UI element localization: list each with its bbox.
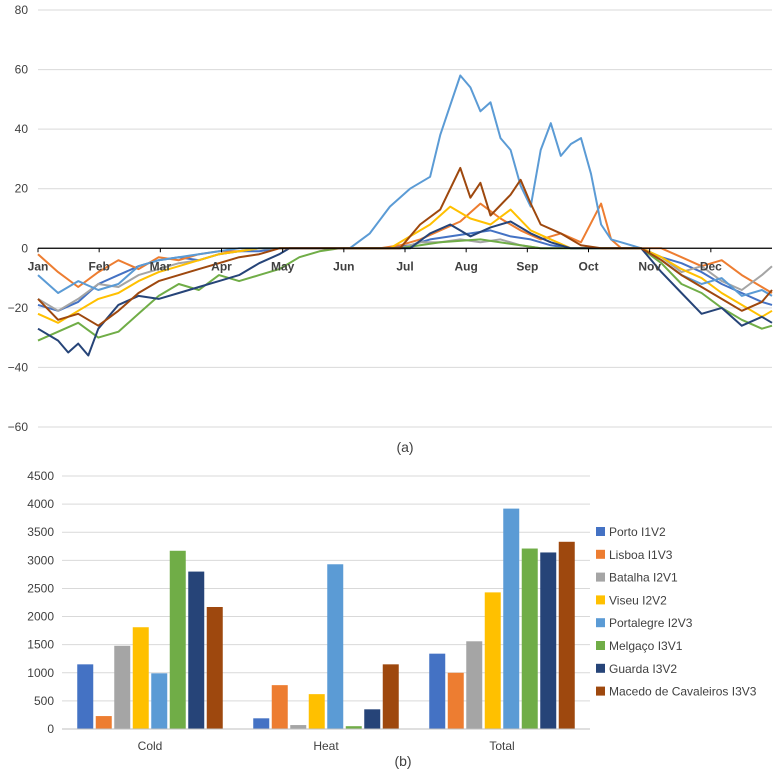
- bar: [188, 571, 205, 729]
- bar: [95, 716, 112, 729]
- y-tick-label: 3000: [27, 553, 54, 567]
- y-tick-label: 80: [15, 3, 29, 17]
- bar: [114, 645, 131, 729]
- y-tick-label: −40: [8, 360, 29, 374]
- month-label: Oct: [578, 259, 598, 273]
- legend-label: Lisboa I1V3: [609, 548, 673, 562]
- y-tick-label: 3500: [27, 525, 54, 539]
- category-label: Heat: [313, 739, 339, 753]
- y-tick-label: 1000: [27, 666, 54, 680]
- legend-swatch: [596, 549, 605, 559]
- y-tick-label: 20: [15, 182, 29, 196]
- category-label: Cold: [138, 739, 163, 753]
- y-tick-label: 4000: [27, 497, 54, 511]
- month-label: Aug: [455, 259, 478, 273]
- month-label: Apr: [211, 259, 232, 273]
- series-line: [37, 166, 773, 327]
- y-tick-label: 2000: [27, 610, 54, 624]
- month-label: Dec: [700, 259, 722, 273]
- legend-swatch: [596, 618, 605, 628]
- bar: [447, 672, 464, 729]
- legend: Porto I1V2 Lisboa I1V3 Batalha I2V1 Viseu I…: [596, 525, 757, 699]
- month-label: Nov: [638, 259, 661, 273]
- y-tick-label: −60: [8, 420, 29, 434]
- legend-swatch: [596, 572, 605, 582]
- bar: [77, 664, 94, 729]
- bar: [540, 552, 557, 729]
- month-label: Sep: [516, 259, 538, 273]
- y-tick-label: 500: [34, 694, 54, 708]
- y-tick-label: 0: [21, 241, 28, 255]
- month-label: May: [271, 259, 295, 273]
- y-tick-label: −20: [8, 301, 29, 315]
- bar: [206, 606, 223, 729]
- series-line: [37, 205, 773, 324]
- category-label: Total: [489, 739, 514, 753]
- bar: [382, 664, 399, 729]
- legend-label: Guarda I3V2: [609, 662, 677, 676]
- month-label: Feb: [88, 259, 109, 273]
- bar: [151, 673, 168, 729]
- bar: [271, 685, 288, 729]
- legend-swatch: [596, 527, 605, 536]
- y-tick-label: 2500: [27, 581, 54, 595]
- legend-label: Batalha I2V1: [609, 571, 678, 585]
- series-line: [37, 238, 773, 312]
- bar: [466, 641, 483, 729]
- bar: [308, 694, 325, 729]
- legend-label: Macedo de Cavaleiros I3V3: [609, 685, 757, 699]
- legend-label: Melgaço I3V1: [609, 639, 683, 653]
- legend-swatch: [596, 686, 605, 696]
- month-label: Mar: [150, 259, 172, 273]
- legend-swatch: [596, 641, 605, 650]
- y-tick-label: 60: [15, 63, 29, 77]
- y-tick-label: 4500: [27, 469, 54, 483]
- legend-swatch: [596, 663, 605, 673]
- legend-swatch: [596, 595, 605, 605]
- legend-label: Porto I1V2: [609, 525, 666, 539]
- y-tick-label: 40: [15, 122, 29, 136]
- caption-a: (a): [396, 439, 413, 455]
- bar: [290, 725, 307, 729]
- legend-label: Viseu I2V2: [609, 593, 667, 607]
- bar: [345, 726, 362, 729]
- bar: [364, 709, 381, 729]
- month-label: Jun: [333, 259, 354, 273]
- bar: [558, 541, 575, 729]
- series-line: [37, 238, 773, 342]
- y-tick-label: 1500: [27, 638, 54, 652]
- legend-label: Portalegre I2V3: [609, 616, 693, 630]
- bar: [521, 548, 538, 729]
- y-tick-label: 0: [47, 722, 54, 736]
- line-chart: 80 60 40 20 0 −20 −40 −60 Jan Feb Mar Apr May Jun Jul A…: [8, 3, 773, 434]
- bar: [503, 508, 520, 729]
- bar: [429, 653, 446, 729]
- bar: [169, 550, 186, 729]
- bar-chart: 0 500 1000 1500 2000 2500 3000 3500 4000 4500 Cold…: [27, 469, 756, 753]
- month-label: Jul: [396, 259, 413, 273]
- month-label: Jan: [28, 259, 49, 273]
- caption-b: (b): [394, 753, 411, 769]
- bar: [132, 627, 149, 729]
- bar: [253, 718, 270, 729]
- bar: [327, 564, 344, 729]
- bar: [484, 592, 501, 729]
